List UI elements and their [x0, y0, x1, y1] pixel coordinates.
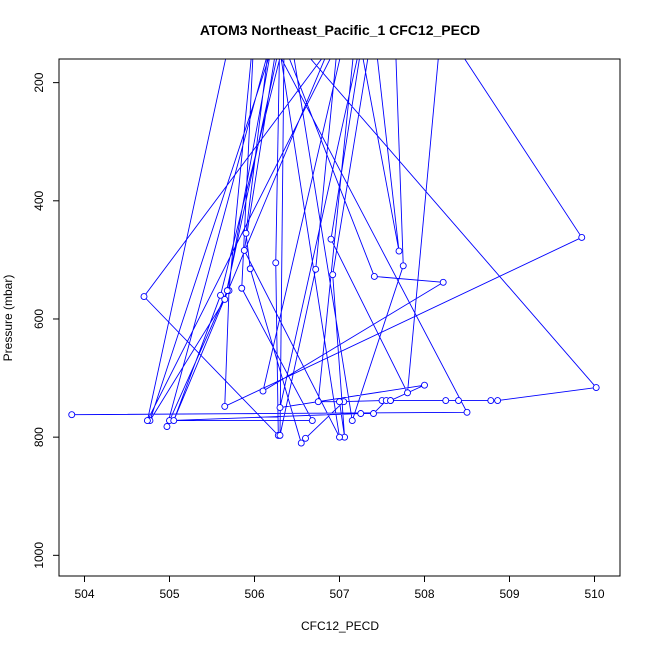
data-point-12 — [336, 398, 343, 406]
data-point-19 — [404, 389, 411, 397]
data-point-50 — [276, 431, 284, 439]
y-tick-label-2: 600 — [32, 309, 46, 329]
y-tick-label-3: 800 — [32, 427, 46, 447]
data-point-22 — [221, 402, 229, 410]
data-point-3 — [297, 439, 305, 447]
data-point-2 — [246, 265, 254, 273]
data-point-58 — [223, 287, 231, 295]
data-point-61 — [370, 272, 378, 280]
data-point-6 — [314, 398, 322, 406]
data-point-55 — [240, 246, 248, 254]
y-axis-label: Pressure (mbar) — [1, 275, 15, 362]
data-point-40 — [140, 293, 148, 300]
data-point-56 — [336, 433, 343, 441]
x-tick-label-3: 507 — [329, 587, 349, 601]
data-point-8 — [395, 247, 403, 255]
data-point-28 — [357, 410, 365, 417]
y-tick-label-1: 400 — [32, 190, 46, 210]
data-point-10 — [329, 271, 337, 279]
y-axis: 200 400 600 800 1000 — [32, 72, 59, 569]
x-axis: 504 505 506 507 508 509 510 — [74, 576, 605, 601]
x-tick-label-2: 506 — [244, 587, 264, 601]
data-point-25 — [238, 284, 246, 292]
data-point-47 — [170, 417, 178, 425]
data-point-36 — [592, 384, 600, 391]
data-point-35 — [494, 397, 502, 404]
data-point-16 — [276, 404, 284, 412]
chart-title: ATOM3 Northeast_Pacific_1 CFC12_PECD — [200, 22, 480, 38]
data-point-32 — [442, 397, 450, 404]
data-point-44 — [348, 417, 356, 425]
data-point-46 — [217, 291, 224, 299]
data-point-69 — [68, 411, 76, 419]
x-tick-label-0: 504 — [74, 587, 94, 601]
data-point-68 — [463, 408, 471, 416]
data-point-49 — [312, 265, 320, 273]
data-point-33 — [455, 397, 462, 404]
x-tick-label-6: 510 — [584, 587, 604, 601]
series-line-0 — [71, 59, 598, 444]
data-point-15 — [421, 381, 428, 389]
series-layer — [68, 59, 600, 447]
data-point-52 — [221, 296, 229, 303]
x-axis-label: CFC12_PECD — [301, 619, 379, 633]
data-point-29 — [370, 410, 377, 417]
data-point-1 — [242, 229, 250, 237]
x-tick-label-5: 509 — [499, 587, 519, 601]
y-tick-label-0: 200 — [32, 72, 46, 92]
data-point-38 — [272, 259, 280, 267]
x-tick-label-4: 508 — [414, 587, 434, 601]
data-point-34 — [487, 397, 495, 404]
x-tick-label-1: 505 — [159, 587, 179, 601]
data-point-65 — [143, 417, 151, 425]
data-point-31 — [387, 397, 394, 404]
y-tick-label-4: 1000 — [32, 542, 46, 569]
data-point-62 — [439, 278, 447, 286]
data-point-59 — [163, 423, 171, 430]
data-point-18 — [327, 235, 335, 243]
data-point-43 — [399, 262, 407, 270]
data-point-26 — [308, 417, 316, 425]
data-point-21 — [578, 233, 586, 241]
data-point-63 — [259, 387, 267, 395]
data-point-4 — [302, 434, 309, 442]
